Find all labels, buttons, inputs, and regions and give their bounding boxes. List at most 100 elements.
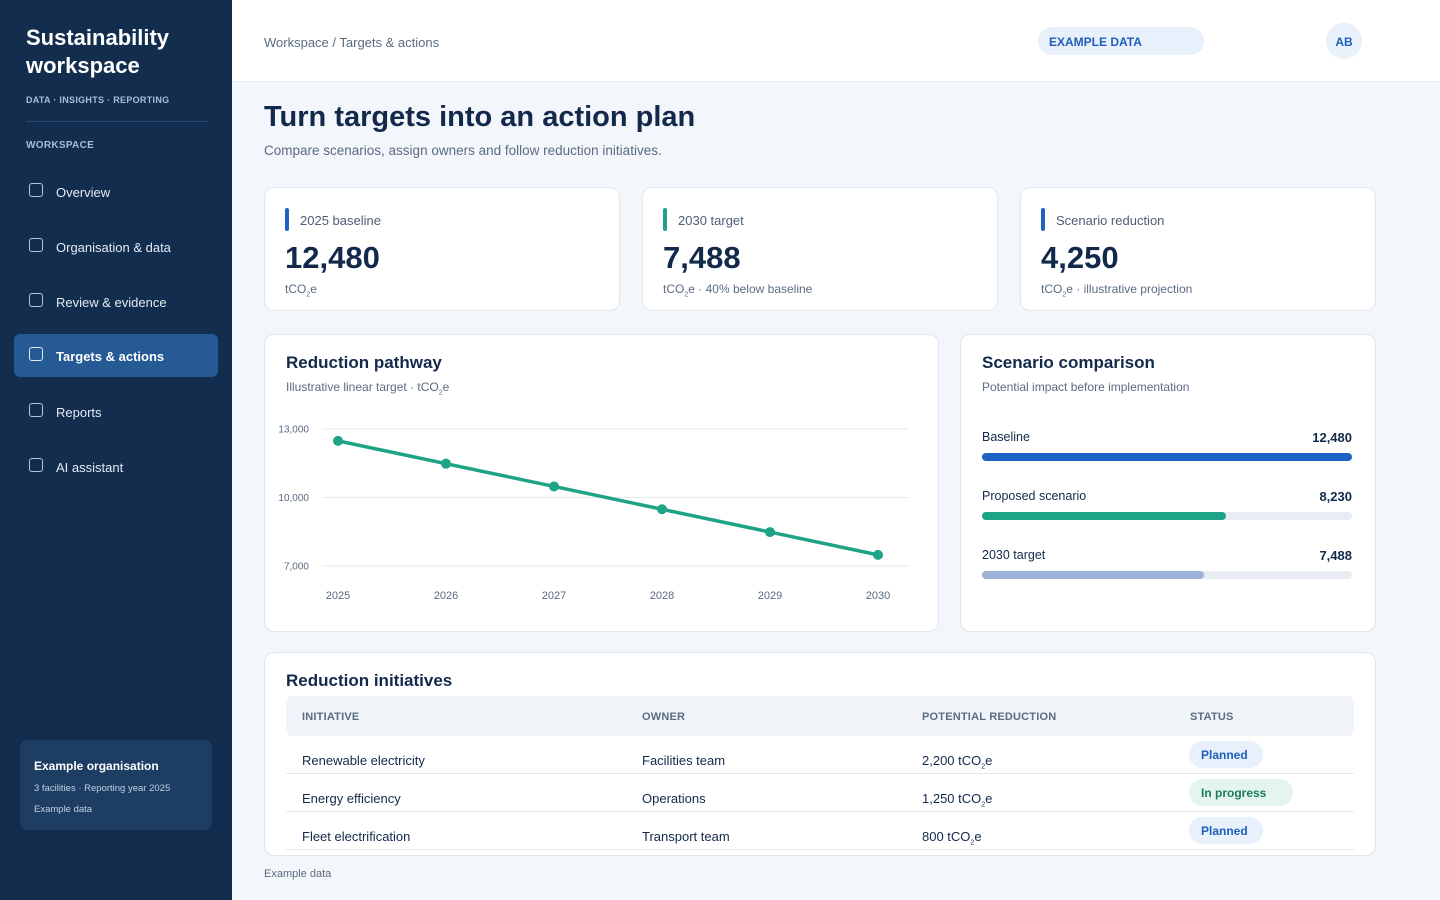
column-header[interactable]: STATUS: [1190, 711, 1234, 723]
sidebar-item-organisation[interactable]: Organisation & data: [14, 225, 218, 268]
column-header[interactable]: INITIATIVE: [302, 711, 360, 723]
unit-tail: e: [310, 282, 317, 296]
sidebar-item-review[interactable]: Review & evidence: [14, 280, 218, 323]
data-point: [657, 504, 667, 515]
kpi-card-target: 2030 target 7,488 tCO2e · 40% below base…: [642, 187, 998, 311]
table-header: INITIATIVE OWNER POTENTIAL REDUCTION STA…: [286, 696, 1354, 736]
kpi-value: 12,480: [285, 240, 380, 275]
sidebar-item-targets[interactable]: Targets & actions: [14, 334, 218, 377]
scenario-row-value: 7,488: [1319, 548, 1352, 563]
kpi-accent-bar: [285, 208, 289, 231]
scenario-subtitle: Potential impact before implementation: [982, 380, 1190, 394]
scenario-row-value: 8,230: [1319, 489, 1352, 504]
reduction-cell: 800 tCO2e: [922, 829, 982, 847]
sidebar: Sustainability workspace DATA · INSIGHTS…: [0, 0, 232, 900]
table-row[interactable]: Fleet electrification Transport team 800…: [286, 812, 1354, 850]
status-badge: In progress: [1189, 779, 1293, 806]
unit-tail: e: [985, 791, 993, 806]
unit-tail: e: [1066, 282, 1073, 296]
kpi-unit: tCO2e: [285, 282, 317, 298]
footnote: Example data: [264, 868, 332, 880]
sidebar-item-label: Review & evidence: [56, 295, 167, 310]
y-tick-label: 7,000: [284, 562, 309, 573]
unit-text: tCO: [285, 282, 307, 296]
initiatives-card: Reduction initiatives INITIATIVE OWNER P…: [264, 652, 1376, 856]
table-row[interactable]: Energy efficiency Operations 1,250 tCO2e…: [286, 774, 1354, 812]
kpi-value: 7,488: [663, 240, 741, 275]
column-header[interactable]: OWNER: [642, 711, 686, 723]
unit-tail: e: [688, 282, 695, 296]
kpi-label: 2025 baseline: [300, 213, 381, 228]
data-point: [333, 435, 343, 446]
sidebar-section-label: WORKSPACE: [26, 140, 95, 151]
top-bar: Workspace / Targets & actions EXAMPLE DA…: [232, 0, 1440, 82]
organisation-card[interactable]: Example organisation 3 facilities · Repo…: [20, 740, 212, 830]
scenario-bar-track: [982, 453, 1352, 461]
x-tick-label: 2030: [866, 590, 890, 602]
reduction-text: 800 tCO: [922, 829, 971, 844]
kpi-card-baseline: 2025 baseline 12,480 tCO2e: [264, 187, 620, 311]
scenario-bar-fill: [982, 453, 1352, 461]
scenario-bar-track: [982, 512, 1352, 520]
reduction-text: 2,200 tCO: [922, 753, 982, 768]
avatar[interactable]: AB: [1326, 23, 1362, 59]
scenario-row-label: Proposed scenario: [982, 489, 1087, 503]
x-tick-label: 2026: [434, 590, 458, 602]
x-tick-label: 2029: [758, 590, 782, 602]
scenario-comparison-card: Scenario comparison Potential impact bef…: [960, 334, 1376, 632]
organisation-data-note: Example data: [34, 804, 93, 815]
unit-subscript: 2: [306, 291, 311, 299]
sidebar-item-reports[interactable]: Reports: [14, 390, 218, 433]
scenario-bar-fill: [982, 571, 1204, 579]
brand-tagline: DATA · INSIGHTS · REPORTING: [26, 95, 170, 105]
ai-assistant-icon: [29, 458, 43, 472]
sidebar-item-overview[interactable]: Overview: [14, 170, 218, 213]
x-tick-label: 2027: [542, 590, 566, 602]
sidebar-divider: [26, 121, 208, 122]
initiatives-title: Reduction initiatives: [286, 671, 453, 690]
sidebar-item-label: Reports: [56, 405, 102, 420]
kpi-value: 4,250: [1041, 240, 1119, 275]
scenario-row-value: 12,480: [1312, 430, 1352, 445]
unit-subscript: 2: [981, 763, 986, 771]
data-point: [765, 527, 775, 538]
initiative-cell: Renewable electricity: [302, 753, 425, 768]
unit-text: tCO: [1041, 282, 1063, 296]
organisation-meta: 3 facilities · Reporting year 2025: [34, 783, 171, 794]
scenario-row-label: 2030 target: [982, 548, 1046, 562]
scenario-row-label: Baseline: [982, 430, 1030, 444]
page-subtitle: Compare scenarios, assign owners and fol…: [264, 143, 662, 158]
status-badge: Planned: [1189, 741, 1263, 768]
series-line: [336, 439, 880, 557]
kpi-accent-bar: [1041, 208, 1045, 231]
targets-icon: [29, 347, 43, 361]
status-badge: Planned: [1189, 817, 1263, 844]
reduction-cell: 2,200 tCO2e: [922, 753, 992, 771]
y-tick-label: 10,000: [278, 493, 309, 504]
review-icon: [29, 293, 43, 307]
table-row[interactable]: Renewable electricity Facilities team 2,…: [286, 736, 1354, 774]
reduction-cell: 1,250 tCO2e: [922, 791, 992, 809]
reduction-text: 1,250 tCO: [922, 791, 982, 806]
kpi-note: · illustrative projection: [1072, 282, 1193, 296]
column-header[interactable]: POTENTIAL REDUCTION: [922, 711, 1057, 723]
chart-title: Reduction pathway: [286, 353, 442, 372]
kpi-card-scenario: Scenario reduction 4,250 tCO2e · illustr…: [1020, 187, 1376, 311]
breadcrumb: Workspace / Targets & actions: [264, 35, 440, 50]
sidebar-item-ai-assistant[interactable]: AI assistant: [14, 445, 218, 488]
unit-text: tCO: [663, 282, 685, 296]
sidebar-item-label: Overview: [56, 185, 111, 200]
unit-subscript: 2: [970, 839, 975, 847]
example-data-badge: EXAMPLE DATA: [1038, 27, 1204, 55]
owner-cell: Facilities team: [642, 753, 726, 768]
reduction-pathway-chart: 13,000 10,000 7,000 2025 2026 2027 2028 2029 203…: [278, 425, 908, 602]
unit-subscript: 2: [684, 291, 689, 299]
sidebar-item-label: Targets & actions: [56, 349, 165, 364]
unit-subscript: 2: [1062, 291, 1067, 299]
initiative-cell: Fleet electrification: [302, 829, 411, 844]
sidebar-item-label: AI assistant: [56, 460, 124, 475]
kpi-unit: tCO2e · illustrative projection: [1041, 282, 1192, 298]
organisation-name: Example organisation: [34, 759, 159, 773]
organisation-icon: [29, 238, 43, 252]
subtitle-tail: e: [442, 380, 450, 394]
